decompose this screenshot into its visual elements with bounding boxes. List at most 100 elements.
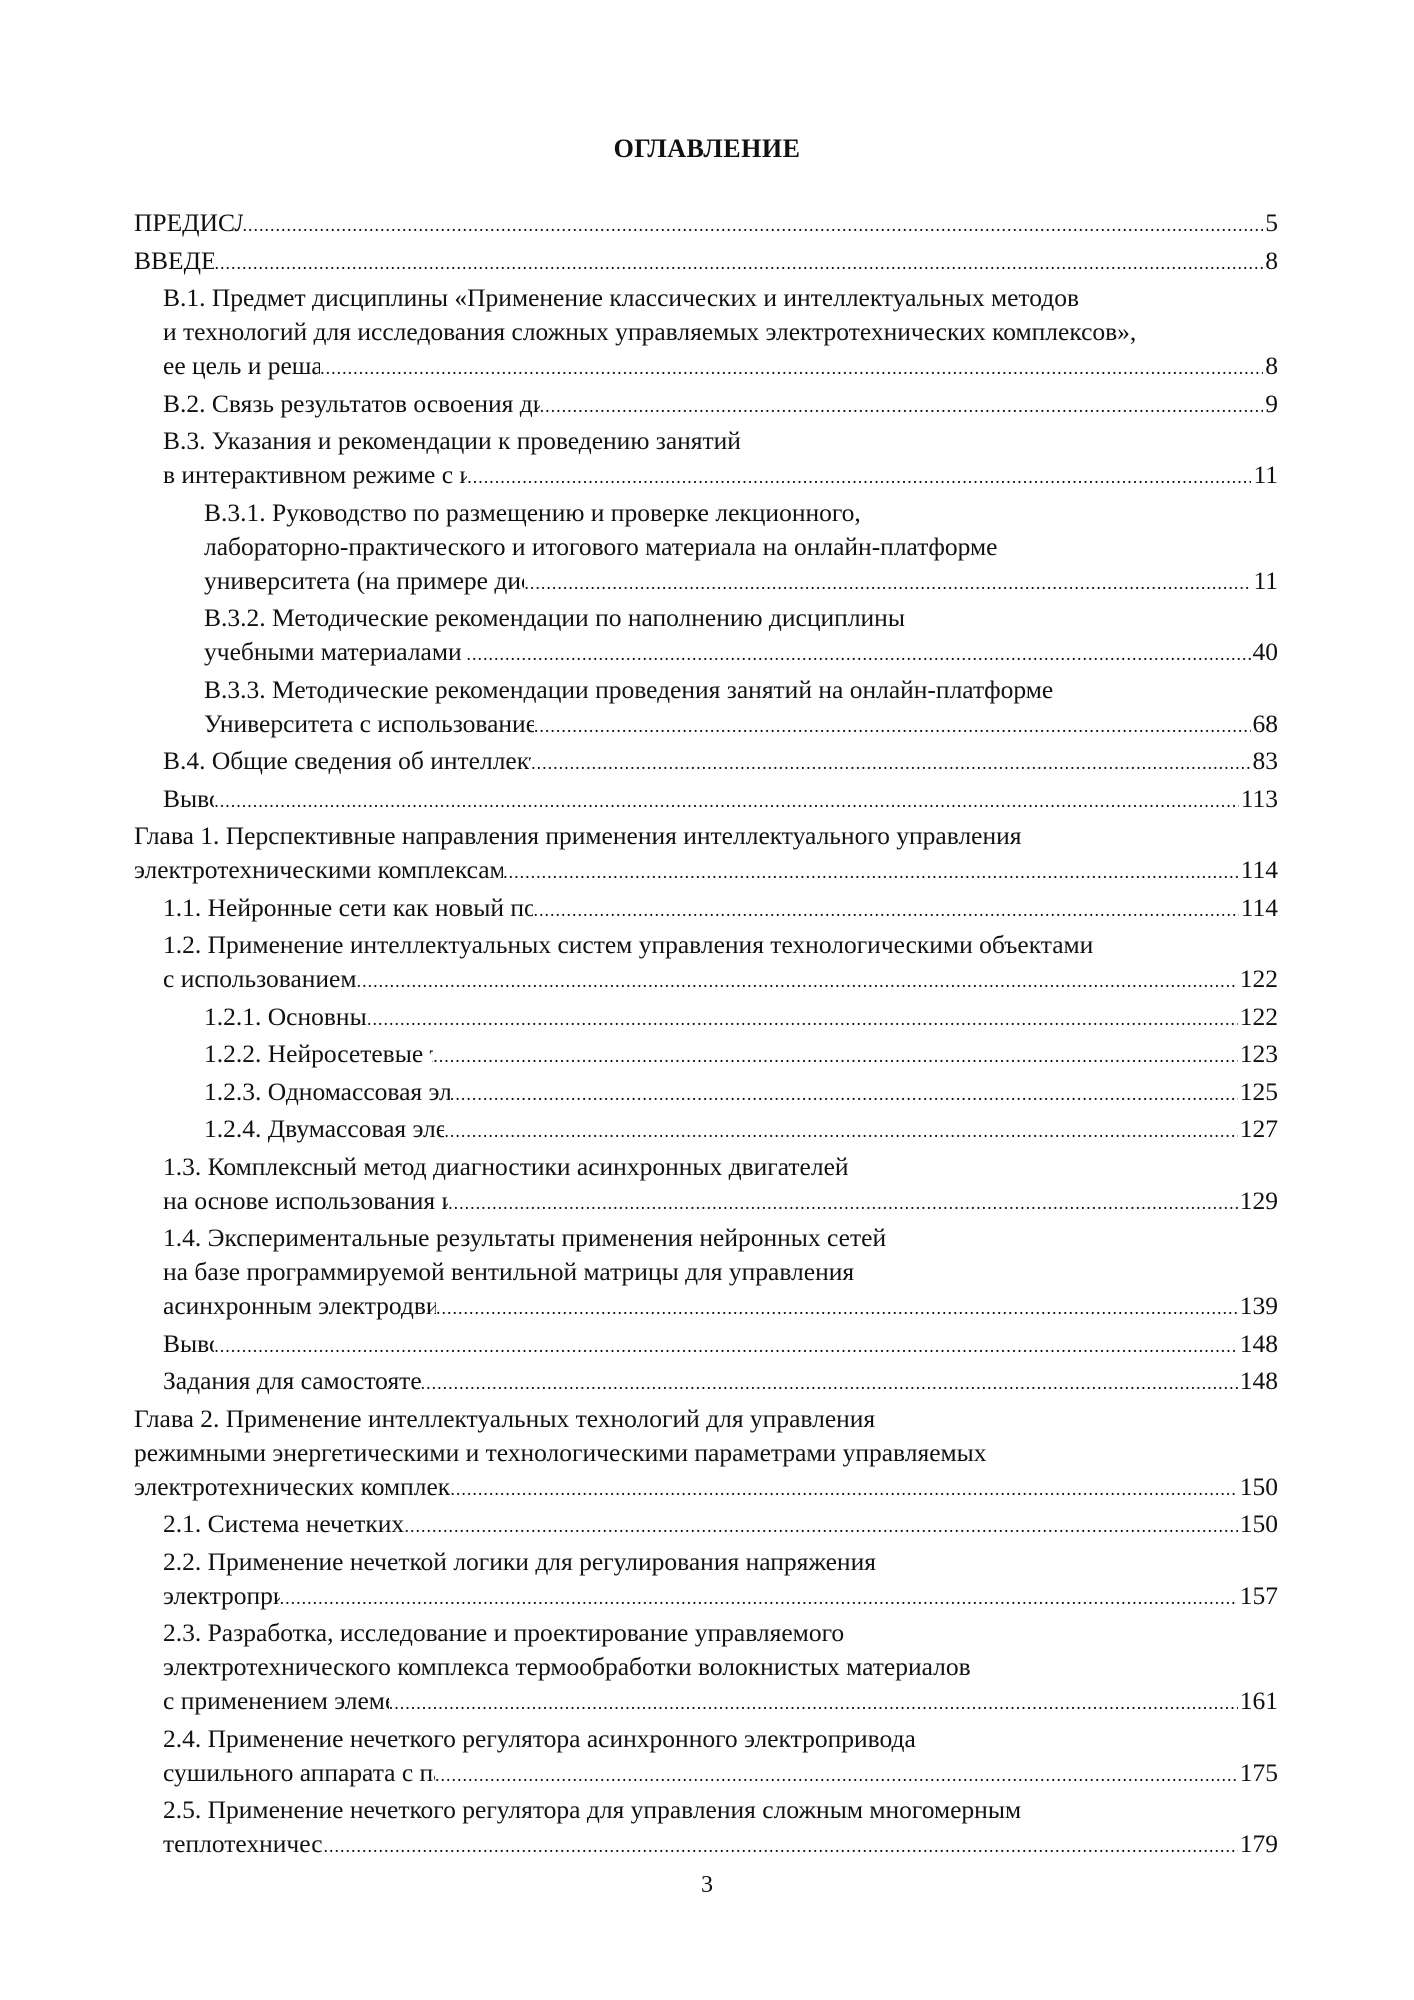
dot-leader (214, 244, 1263, 278)
toc-entry[interactable]: 1.2.4. Двумассовая электромеханическая с… (134, 1112, 1278, 1146)
toc-entry-page: 40 (1252, 637, 1279, 666)
toc-entry-title: 2.1. Система нечетких логических регулят… (163, 1509, 405, 1538)
toc-entry[interactable]: 1.1. Нейронные сети как новый подход к у… (134, 891, 1278, 925)
toc-entry-page: 122 (1239, 964, 1278, 993)
toc-entry-title: с применением элементов нечеткой логики (163, 1686, 389, 1715)
toc-entry[interactable]: 2.4. Применение нечеткого регулятора аси… (134, 1722, 1278, 1790)
dot-leader (448, 1184, 1238, 1218)
toc-entry-title: 1.1. Нейронные сети как новый подход к у… (163, 892, 534, 922)
toc-entry-page: 8 (1265, 245, 1278, 275)
dot-leader (503, 853, 1239, 887)
toc-entry-page: 125 (1239, 1076, 1278, 1106)
dot-leader (404, 1507, 1237, 1541)
dot-leader (540, 387, 1264, 421)
toc-entry-line: электротехнического комплекса термообраб… (163, 1652, 971, 1681)
toc-entry-line: электротехнических комплексов технологич… (134, 1470, 1278, 1504)
toc-entry[interactable]: В.3.1. Руководство по размещению и прове… (134, 496, 1278, 598)
toc-entry-line: электроприемников 157 (134, 1579, 1278, 1613)
toc-entry-title: Задания для самостоятельного изучения ма… (163, 1366, 421, 1395)
toc-entry-line: 1.1. Нейронные сети как новый подход к у… (134, 891, 1278, 925)
toc-entry-title: электротехническими комплексами и систем… (134, 855, 504, 884)
toc-entry[interactable]: 2.1. Система нечетких логических регулят… (134, 1507, 1278, 1541)
toc-entry-title: теплотехническим объектом (163, 1829, 323, 1858)
toc-entry-title: с использованием нейронных сетей (163, 964, 357, 993)
toc-entry-title: на основе использования искусственных не… (163, 1185, 448, 1215)
toc-entry-line: В.3.2. Методические рекомендации по напо… (204, 603, 905, 632)
dot-leader (323, 1827, 1237, 1861)
dot-leader (524, 564, 1251, 598)
toc-entry[interactable]: ВВЕДЕНИЕ 8 (134, 244, 1278, 278)
toc-entry[interactable]: 1.2.3. Одномассовая электромеханическая … (134, 1075, 1278, 1109)
toc-entry[interactable]: Глава 2. Применение интеллектуальных тех… (134, 1402, 1278, 1504)
toc-entry-page: 83 (1252, 746, 1279, 775)
toc-entry-line: В.4. Общие сведения об интеллектуальном … (134, 744, 1278, 778)
toc-entry-title: В.4. Общие сведения об интеллектуальном … (163, 746, 531, 775)
dot-leader (280, 1579, 1238, 1613)
toc-entry[interactable]: Глава 1. Перспективные направления приме… (134, 819, 1278, 887)
toc-entry-line: Выводы 148 (134, 1327, 1278, 1361)
toc-entry-page: 68 (1252, 708, 1279, 738)
toc-entry[interactable]: 2.5. Применение нечеткого регулятора для… (134, 1793, 1278, 1861)
toc-entry[interactable]: В.3. Указания и рекомендации к проведени… (134, 424, 1278, 492)
toc-entry-page: 114 (1240, 892, 1278, 922)
dot-leader (214, 782, 1238, 816)
toc-entry-title: асинхронным электродвигателем сушильного… (163, 1291, 436, 1320)
toc-entry-line: ПРЕДИСЛОВИЕ 5 (134, 206, 1278, 240)
toc-entry-page: 11 (1253, 460, 1278, 489)
dot-leader (421, 1364, 1238, 1398)
toc-entry[interactable]: Выводы 113 (134, 782, 1278, 816)
toc-entry-page: 148 (1239, 1328, 1278, 1358)
dot-leader (389, 1684, 1238, 1718)
toc-entry-line: с применением элементов нечеткой логики 1… (134, 1684, 1278, 1718)
toc-entry-line: 1.2.3. Одномассовая электромеханическая … (134, 1075, 1278, 1109)
toc-entry-line: 2.5. Применение нечеткого регулятора для… (163, 1795, 1022, 1824)
toc-entry-line: В.2. Связь результатов освоения дисципли… (134, 387, 1278, 421)
toc-entry[interactable]: В.3.2. Методические рекомендации по напо… (134, 601, 1278, 669)
toc-entry[interactable]: 1.2.1. Основные свойства сети 122 (134, 1000, 1278, 1034)
toc-entry[interactable]: 1.2.2. Нейросетевые технологии в управле… (134, 1037, 1278, 1071)
toc-entry[interactable]: 1.2. Применение интеллектуальных систем … (134, 928, 1278, 996)
toc-entry[interactable]: ПРЕДИСЛОВИЕ 5 (134, 206, 1278, 240)
toc-entry-line: 1.2.1. Основные свойства сети 122 (134, 1000, 1278, 1034)
toc-entry[interactable]: В.1. Предмет дисциплины «Применение клас… (134, 281, 1278, 383)
dot-leader (467, 458, 1251, 492)
toc-entry-title: электроприемников (163, 1580, 280, 1610)
toc-entry[interactable]: В.3.3. Методические рекомендации проведе… (134, 673, 1278, 741)
toc-entry-line: в интерактивном режиме с использованием … (134, 458, 1278, 492)
toc-entry-line: 1.2.2. Нейросетевые технологии в управле… (134, 1037, 1278, 1071)
toc-entry-page: 175 (1239, 1757, 1278, 1787)
toc-entry[interactable]: 2.2. Применение нечеткой логики для регу… (134, 1545, 1278, 1613)
toc-entry-page: 150 (1239, 1509, 1278, 1538)
toc-entry-page: 11 (1253, 565, 1278, 595)
toc-entry-title: электротехнических комплексов технологич… (134, 1471, 450, 1501)
dot-leader (214, 1327, 1238, 1361)
dot-leader (534, 707, 1251, 741)
toc-entry-line: с использованием нейронных сетей 122 (134, 962, 1278, 996)
toc-entry[interactable]: 1.3. Комплексный метод диагностики асинх… (134, 1150, 1278, 1218)
toc-entry-title: Выводы (163, 1328, 214, 1358)
toc-entry-line: 2.4. Применение нечеткого регулятора аси… (163, 1723, 916, 1753)
toc-entry-page: 113 (1240, 783, 1278, 813)
toc-entry-page: 148 (1239, 1366, 1278, 1395)
toc-entry[interactable]: В.2. Связь результатов освоения дисципли… (134, 387, 1278, 421)
toc-entry[interactable]: В.4. Общие сведения об интеллектуальном … (134, 744, 1278, 778)
dot-leader (367, 1000, 1238, 1034)
toc-entry-line: и технологий для исследования сложных уп… (163, 317, 1137, 346)
toc-entry[interactable]: 2.3. Разработка, исследование и проектир… (134, 1616, 1278, 1718)
toc-entry-line: ВВЕДЕНИЕ 8 (134, 244, 1278, 278)
toc-entry-page: 123 (1239, 1039, 1278, 1068)
dot-leader (531, 744, 1250, 778)
toc-entry-page: 122 (1239, 1001, 1278, 1031)
toc-entry[interactable]: 1.4. Экспериментальные результаты примен… (134, 1221, 1278, 1323)
toc-entry-line: Университета с использованием сервиса ви… (134, 707, 1278, 741)
dot-leader (533, 891, 1238, 925)
toc-entry-line: Задания для самостоятельного изучения ма… (134, 1364, 1278, 1398)
toc-entry-line: лабораторно-практического и итогового ма… (204, 531, 998, 561)
toc-entry-line: В.1. Предмет дисциплины «Применение клас… (163, 283, 1079, 312)
toc-entry[interactable]: Выводы 148 (134, 1327, 1278, 1361)
toc-entry-line: сушильного аппарата с параметрическим уп… (134, 1756, 1278, 1790)
toc-entry-page: 8 (1265, 351, 1278, 380)
toc-entry[interactable]: Задания для самостоятельного изучения ма… (134, 1364, 1278, 1398)
toc-entry-line: ее цель и решаемые задачи 8 (134, 349, 1278, 383)
dot-leader (467, 635, 1251, 669)
